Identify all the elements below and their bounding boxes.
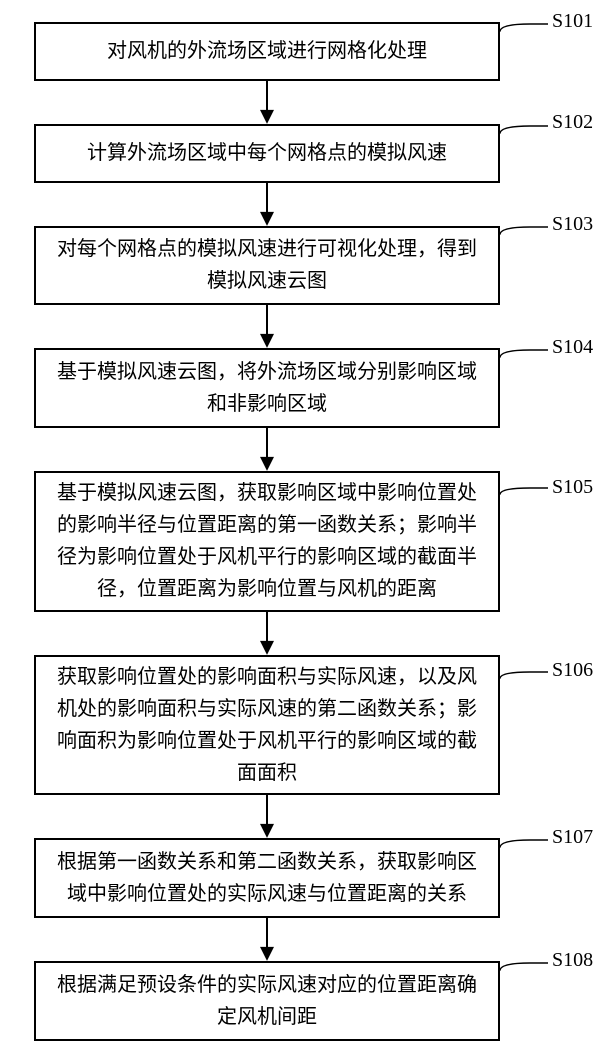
step-label-s107: S107 bbox=[552, 826, 593, 849]
step-box-s102: 计算外流场区域中每个网格点的模拟风速 bbox=[34, 124, 500, 183]
flowchart-container: 对风机的外流场区域进行网格化处理 S101 计算外流场区域中每个网格点的模拟风速 S1… bbox=[0, 0, 600, 1051]
leader-line bbox=[498, 480, 550, 503]
step-box-s107: 根据第一函数关系和第二函数关系，获取影响区域中影响位置处的实际风速与位置距离的关… bbox=[34, 838, 500, 918]
flow-arrow bbox=[258, 918, 276, 963]
step-box-s105: 基于模拟风速云图，获取影响区域中影响位置处的影响半径与位置距离的第一函数关系；影… bbox=[34, 471, 500, 612]
step-text: 获取影响位置处的影响面积与实际风速，以及风机处的影响面积与实际风速的第二函数关系… bbox=[50, 661, 484, 789]
step-text: 根据第一函数关系和第二函数关系，获取影响区域中影响位置处的实际风速与位置距离的关… bbox=[50, 846, 484, 910]
flow-arrow bbox=[258, 305, 276, 350]
leader-line bbox=[498, 955, 550, 979]
flow-arrow bbox=[258, 81, 276, 126]
step-text: 对每个网格点的模拟风速进行可视化处理，得到模拟风速云图 bbox=[50, 233, 484, 297]
step-box-s103: 对每个网格点的模拟风速进行可视化处理，得到模拟风速云图 bbox=[34, 226, 500, 306]
step-box-s108: 根据满足预设条件的实际风速对应的位置距离确定风机间距 bbox=[34, 961, 500, 1041]
step-label-s103: S103 bbox=[552, 213, 593, 236]
leader-line bbox=[498, 832, 550, 856]
step-label-s101: S101 bbox=[552, 10, 593, 33]
step-box-s104: 基于模拟风速云图，将外流场区域分别影响区域和非影响区域 bbox=[34, 348, 500, 428]
step-text: 基于模拟风速云图，获取影响区域中影响位置处的影响半径与位置距离的第一函数关系；影… bbox=[50, 477, 484, 605]
step-box-s106: 获取影响位置处的影响面积与实际风速，以及风机处的影响面积与实际风速的第二函数关系… bbox=[34, 655, 500, 796]
leader-line bbox=[498, 342, 550, 366]
step-label-s105: S105 bbox=[552, 476, 593, 499]
step-label-s106: S106 bbox=[552, 659, 593, 682]
step-text: 根据满足预设条件的实际风速对应的位置距离确定风机间距 bbox=[50, 969, 484, 1033]
leader-line bbox=[498, 219, 550, 243]
flow-arrow bbox=[258, 795, 276, 840]
flow-arrow bbox=[258, 428, 276, 473]
flow-arrow bbox=[258, 612, 276, 657]
leader-line bbox=[498, 16, 550, 40]
leader-line bbox=[498, 664, 550, 687]
step-text: 计算外流场区域中每个网格点的模拟风速 bbox=[87, 137, 447, 169]
step-box-s101: 对风机的外流场区域进行网格化处理 bbox=[34, 22, 500, 81]
flow-arrow bbox=[258, 183, 276, 228]
step-text: 对风机的外流场区域进行网格化处理 bbox=[107, 35, 427, 67]
step-label-s108: S108 bbox=[552, 949, 593, 972]
leader-line bbox=[498, 118, 550, 142]
step-label-s104: S104 bbox=[552, 336, 593, 359]
step-label-s102: S102 bbox=[552, 111, 593, 134]
step-text: 基于模拟风速云图，将外流场区域分别影响区域和非影响区域 bbox=[50, 356, 484, 420]
